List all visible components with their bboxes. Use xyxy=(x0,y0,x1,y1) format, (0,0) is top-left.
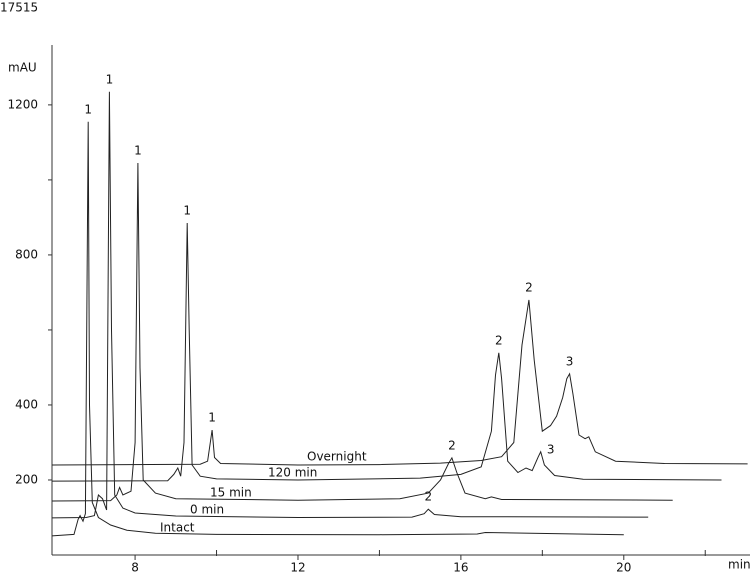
y-tick-label: 800 xyxy=(15,247,38,261)
y-tick-label: 1200 xyxy=(7,97,38,111)
peak-label: 2 xyxy=(448,438,456,452)
x-tick-label: 12 xyxy=(290,561,305,572)
peak-label: 2 xyxy=(525,280,533,294)
peak-label: 3 xyxy=(566,354,574,368)
trace xyxy=(51,299,748,466)
peak-label: 1 xyxy=(84,102,92,116)
trace-label: Intact xyxy=(160,520,195,534)
x-tick-label: 8 xyxy=(131,561,139,572)
y-tick-label: 200 xyxy=(15,472,38,486)
y-tick-label: 400 xyxy=(15,397,38,411)
trace xyxy=(51,162,673,502)
x-tick-label: 16 xyxy=(453,561,468,572)
trace-label: Overnight xyxy=(307,449,367,463)
peak-label: 1 xyxy=(183,204,191,218)
peak-label: 1 xyxy=(208,411,216,425)
trace xyxy=(51,91,649,519)
chart-title: 17515 xyxy=(0,1,38,15)
trace-label: 0 min xyxy=(190,502,224,516)
y-axis-label: mAU xyxy=(8,61,37,75)
trace-label: 120 min xyxy=(268,466,317,480)
peak-label: 1 xyxy=(134,144,142,158)
peak-label: 2 xyxy=(424,490,432,504)
trace-label: 15 min xyxy=(210,485,252,499)
x-axis-label: min xyxy=(728,558,750,572)
peak-label: 1 xyxy=(106,72,114,86)
peak-label: 3 xyxy=(547,442,555,456)
trace xyxy=(51,222,722,482)
x-tick-label: 20 xyxy=(616,561,631,572)
peak-label: 2 xyxy=(495,333,503,347)
